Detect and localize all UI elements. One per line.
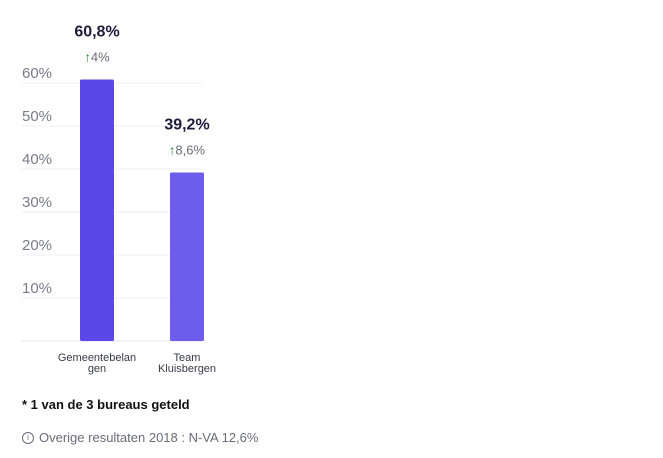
category-label: Kluisbergen <box>158 363 216 375</box>
value-label: 60,8% <box>74 24 119 41</box>
counted-note: * 1 van de 3 bureaus geteld <box>22 397 190 412</box>
arrow-up-icon: ↑ <box>169 142 176 157</box>
value-label: 39,2% <box>164 116 209 133</box>
category-label: gen <box>88 363 106 375</box>
y-tick-label: 20% <box>22 237 52 254</box>
category-label: Team <box>174 352 201 364</box>
y-tick-label: 60% <box>22 65 52 82</box>
other-results-text: Overige resultaten 2018 : N-VA 12,6% <box>39 430 259 445</box>
y-tick-label: 40% <box>22 151 52 168</box>
y-tick-label: 10% <box>22 280 52 297</box>
bar-chart: 10% 20% 30% 40% 50% 60% 60,8% ↑4% Gemeentebelang… <box>22 24 216 375</box>
change-label: ↑4% <box>84 50 110 65</box>
change-label: ↑8,6% <box>169 142 206 157</box>
y-tick-label: 30% <box>22 194 52 211</box>
bar <box>170 172 204 341</box>
info-icon: i <box>22 431 34 444</box>
category-label: Gemeentebelan <box>58 352 136 364</box>
y-tick-label: 50% <box>22 108 52 125</box>
other-results: i Overige resultaten 2018 : N-VA 12,6% <box>22 430 258 445</box>
arrow-up-icon: ↑ <box>84 50 91 65</box>
bar <box>80 79 114 341</box>
